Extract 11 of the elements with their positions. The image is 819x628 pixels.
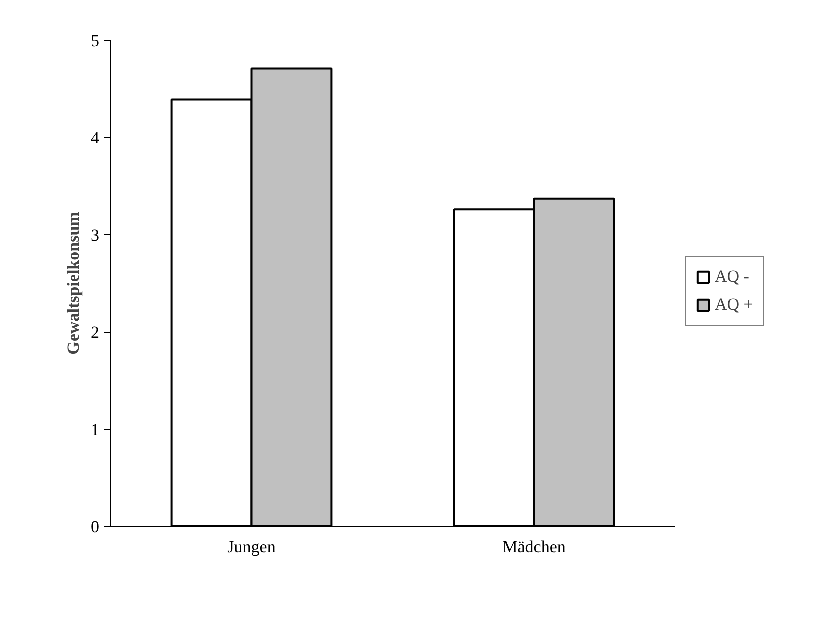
y-tick-label: 4 — [91, 128, 100, 148]
y-tick-label: 0 — [91, 518, 100, 536]
x-tick-label: Mädchen — [502, 538, 566, 556]
y-axis-title: Gewaltspielkonsum — [64, 212, 83, 355]
y-tick-label: 1 — [91, 420, 100, 440]
x-tick-label: Jungen — [228, 538, 276, 556]
legend-label: AQ - — [715, 267, 750, 287]
y-tick-label: 5 — [91, 32, 100, 50]
legend-label: AQ + — [715, 295, 754, 315]
y-tick-label: 2 — [91, 323, 100, 342]
y-tick-label: 3 — [91, 226, 100, 245]
